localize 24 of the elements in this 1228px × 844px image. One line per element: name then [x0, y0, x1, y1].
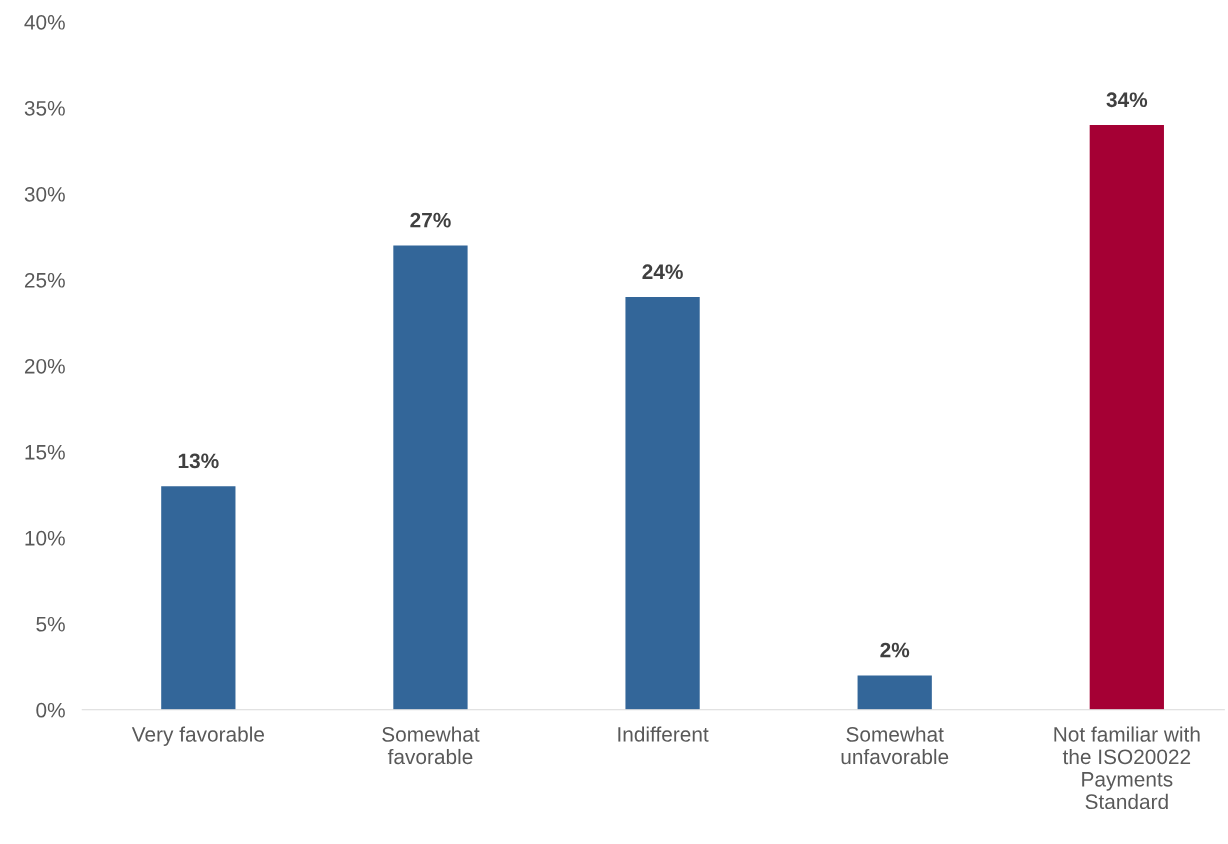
data-label: 2%: [880, 642, 910, 658]
x-tick-label: Indifferent: [618, 726, 709, 742]
y-tick-label: 30%: [24, 186, 65, 202]
x-tick-label: Not familiar with the ISO20022 Payments Standard: [1054, 726, 1200, 810]
y-tick-label: 15%: [25, 444, 65, 460]
y-tick-label: 40%: [24, 14, 65, 30]
y-tick-label: 35%: [24, 100, 65, 116]
bar: [857, 675, 932, 710]
data-label: 34%: [1106, 92, 1148, 108]
bar: [161, 486, 236, 710]
data-label: 24%: [642, 264, 683, 280]
bar: [1089, 125, 1164, 710]
y-tick-label: 20%: [24, 358, 65, 374]
data-label: 27%: [410, 212, 451, 228]
data-label: 13%: [178, 453, 219, 469]
y-tick-label: 5%: [36, 616, 65, 632]
bar: [393, 245, 468, 710]
x-tick-label: Very favorable: [131, 726, 265, 746]
y-tick-label: 0%: [36, 702, 65, 718]
bar: [625, 297, 700, 710]
x-tick-label: Somewhat favorable: [382, 726, 480, 765]
y-tick-label: 10%: [25, 530, 65, 546]
x-tick-label: Somewhat unfavorable: [841, 726, 949, 765]
y-tick-label: 25%: [24, 272, 65, 288]
